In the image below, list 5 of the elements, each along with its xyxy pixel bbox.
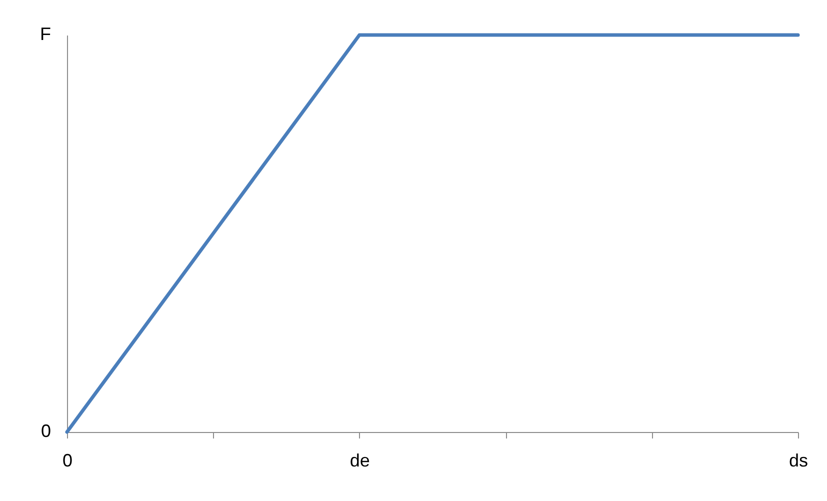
x-tick-label: de xyxy=(350,450,370,470)
x-tick-label: ds xyxy=(788,450,808,470)
x-tick-label: 0 xyxy=(62,450,73,470)
text: F xyxy=(40,24,51,44)
text: 0 xyxy=(40,421,51,441)
